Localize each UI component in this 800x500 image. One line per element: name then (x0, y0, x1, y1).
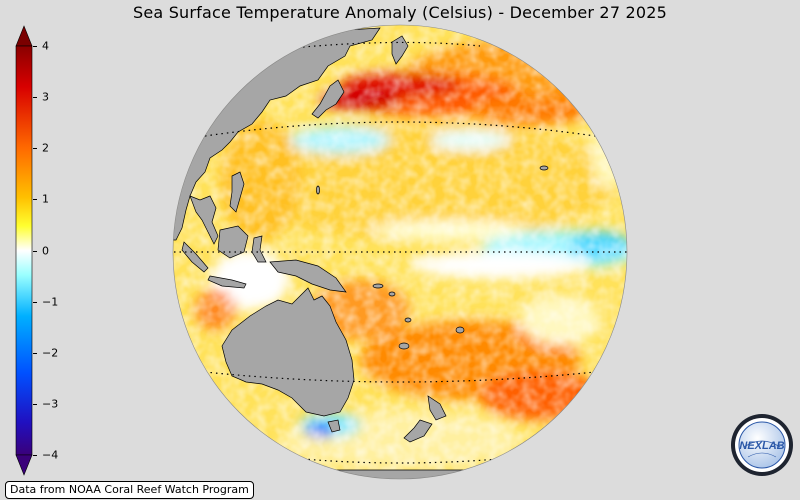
colorbar-tick-label: 0 (42, 244, 49, 257)
colorbar-tick-label: 3 (42, 90, 49, 104)
colorbar-tick-mark (33, 403, 37, 405)
colorbar-tick-mark (33, 455, 37, 456)
map-title: Sea Surface Temperature Anomaly (Celsius… (133, 3, 667, 22)
logo-text: NEXLAB (739, 440, 784, 452)
colorbar-tick-label: −4 (42, 448, 59, 462)
colorbar-tick-label: 1 (42, 192, 49, 206)
colorbar-tick-mark (33, 352, 37, 354)
colorbar-tick-mark (33, 97, 37, 99)
globe-logo-icon: NEXLAB (731, 414, 793, 476)
colorbar-tick-label: −3 (42, 397, 59, 411)
graticule (174, 41, 627, 464)
colorbar-tick-mark (33, 250, 37, 252)
colorbar-tick-label: −2 (42, 346, 59, 360)
colorbar-graphic (15, 25, 33, 476)
colorbar-tick-label: 4 (42, 39, 49, 53)
colorbar-tick-mark (33, 199, 37, 201)
colorbar-tick-mark (33, 46, 37, 47)
colorbar-tick-label: 2 (42, 141, 49, 155)
colorbar-tick-label: −1 (42, 295, 59, 309)
colorbar-tick-mark (33, 148, 37, 150)
colorbar-min-arrow (15, 454, 33, 476)
globe-outline (172, 24, 628, 480)
colorbar-tick-mark (33, 301, 37, 303)
data-credit: Data from NOAA Coral Reef Watch Program (5, 481, 254, 499)
colorbar: 4 3 2 1 0 −1 −2 −3 −4 (0, 0, 80, 480)
